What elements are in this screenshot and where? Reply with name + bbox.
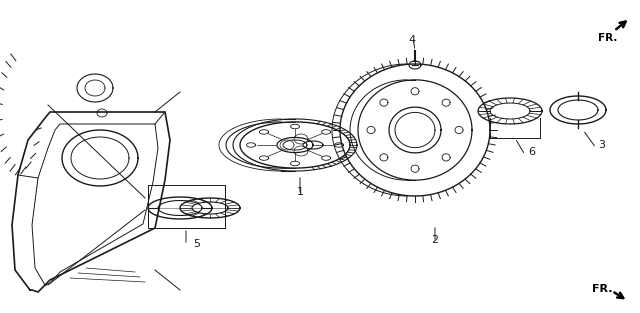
Text: FR.: FR. xyxy=(592,284,612,294)
Text: 5: 5 xyxy=(193,239,200,249)
Text: 6: 6 xyxy=(528,147,535,157)
Text: 2: 2 xyxy=(431,235,438,245)
Text: 3: 3 xyxy=(598,140,605,150)
Text: 1: 1 xyxy=(296,187,303,197)
Text: FR.: FR. xyxy=(598,33,618,43)
Text: 4: 4 xyxy=(408,35,415,45)
